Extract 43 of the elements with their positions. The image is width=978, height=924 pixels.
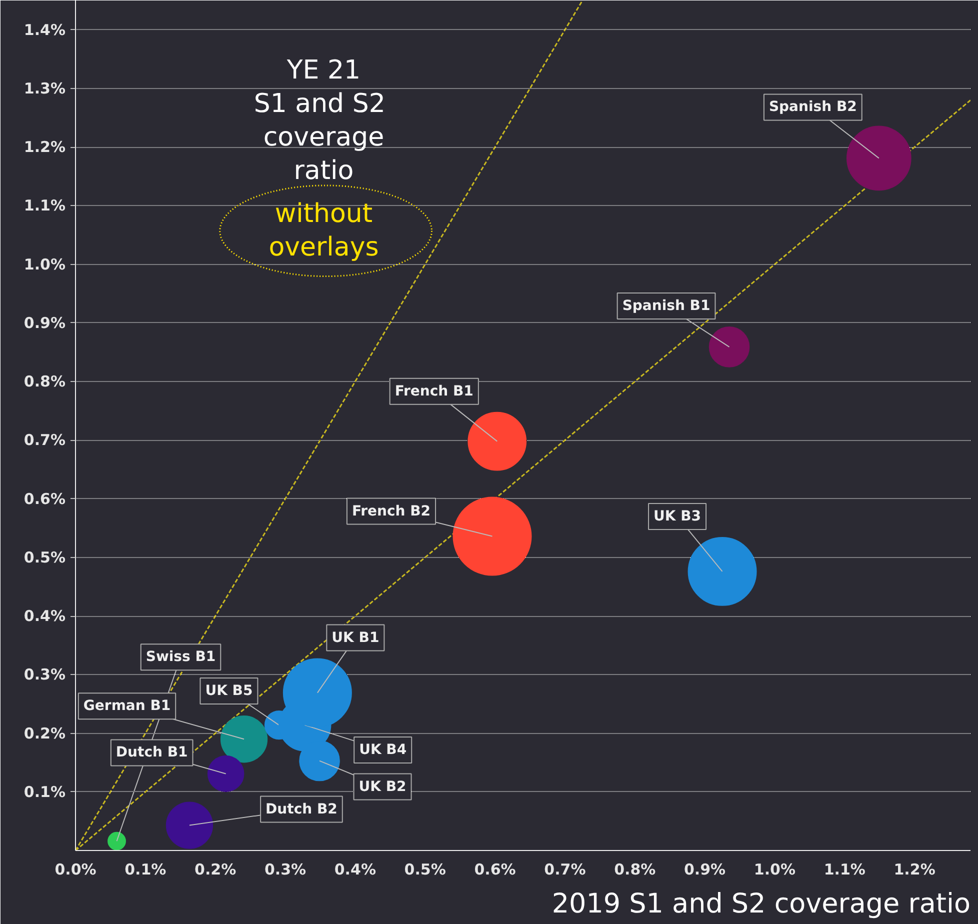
x-tick-label: 1.2% [894,860,936,878]
x-tick-label: 0.7% [544,860,586,878]
y-tick-label: 0.3% [24,666,66,684]
y-tick-label: 0.2% [24,724,66,742]
y-tick-label: 0.4% [24,607,66,626]
y-tick-label: 1.2% [24,138,66,156]
text: UK B4 [359,742,407,758]
x-axis-title: 2019 S1 and S2 coverage ratio [552,888,971,920]
x-tick-label: 0.5% [404,860,446,878]
x-tick-label: 0.2% [194,860,236,878]
series-label: UK B2 [358,778,406,795]
series-label: UK B1 [332,630,380,646]
series-label: Spanish B1 [622,298,710,314]
text: Swiss B1 [146,649,216,666]
annotation: YE 21 S1 and S2 coverage ratio [254,55,386,186]
x-tick-label: 0.1% [124,860,166,878]
y-tick-label: 0.6% [24,490,66,508]
series-label: French B1 [394,383,474,400]
x-tick-label: 0.6% [474,860,516,878]
annotation: without overlays [268,199,379,263]
y-tick-label: 1.1% [24,196,66,215]
y-tick-label: 1.3% [24,79,66,98]
series-label: French B2 [352,503,431,520]
series-label: Spanish B2 [768,99,857,116]
y-tick-label: 0.1% [24,782,66,801]
series-label: Dutch B1 [116,744,188,761]
x-tick-label: 0.4% [334,860,376,878]
x-tick-label: 0.3% [264,860,306,878]
series-label: UK B3 [654,508,702,524]
text: Dutch B2 [266,801,338,818]
y-tick-label: 0.7% [24,431,66,450]
x-tick-label: 1.0% [754,860,796,878]
text: German B1 [83,698,171,714]
x-tick-label: 0.0% [54,860,96,878]
x-tick-label: 1.1% [824,860,866,878]
x-tick-label: 0.8% [614,860,656,878]
series-label: UK B5 [205,683,253,700]
y-tick-label: 0.8% [24,372,66,391]
y-tick-label: 0.5% [24,548,66,566]
y-tick-label: 0.9% [24,314,66,332]
y-tick-label: 1.4% [24,20,66,39]
x-tick-label: 0.9% [684,860,726,878]
y-tick-label: 1.0% [24,255,66,274]
